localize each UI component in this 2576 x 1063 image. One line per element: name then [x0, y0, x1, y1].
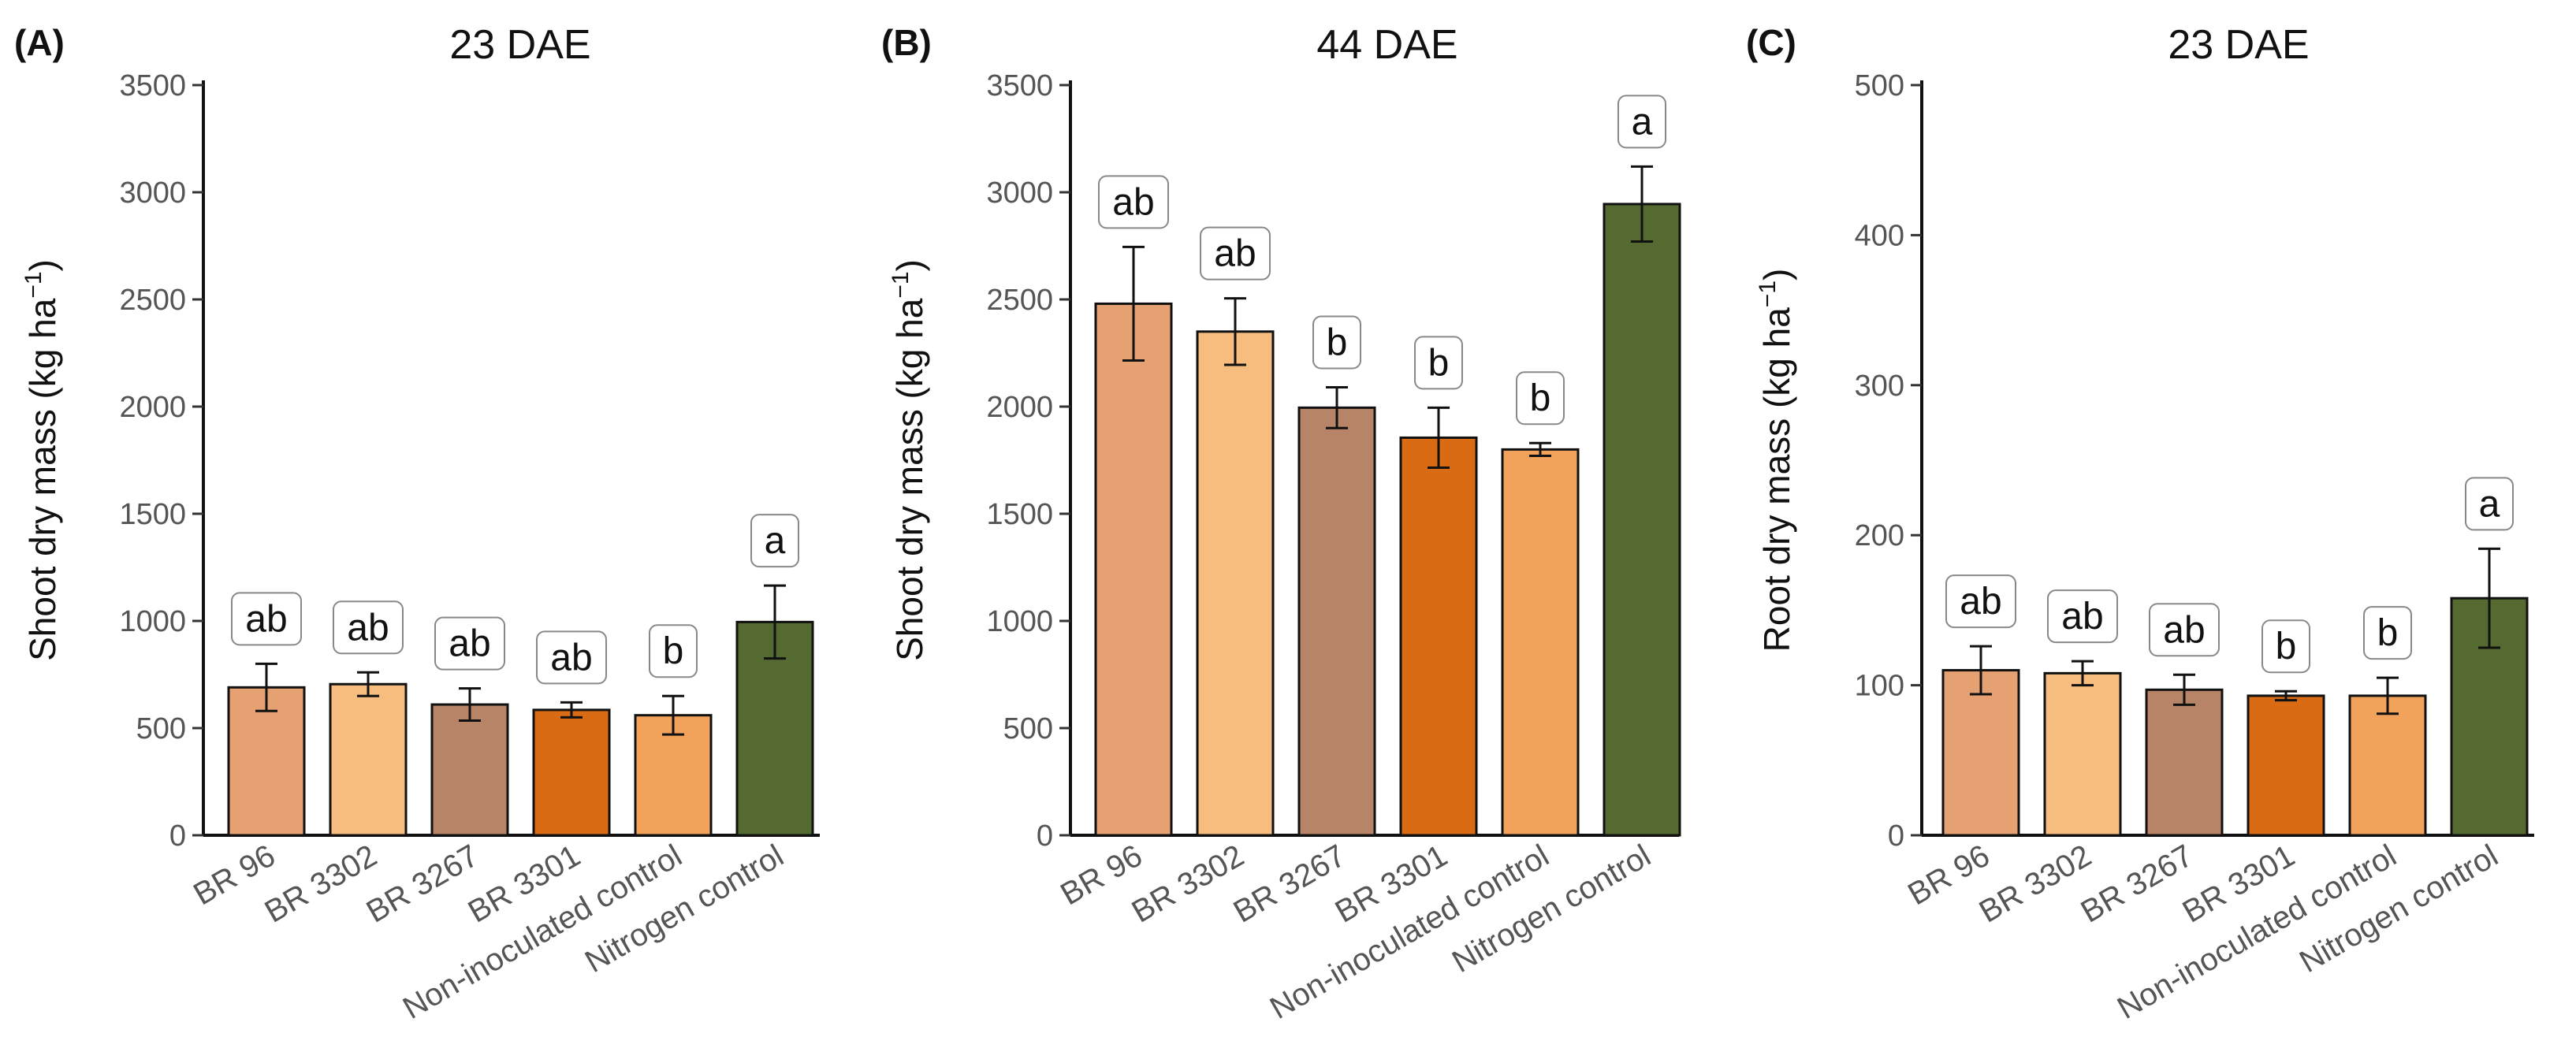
- significance-label: ab: [347, 607, 389, 649]
- y-axis-title-main: Shoot dry mass (kg ha: [22, 298, 63, 661]
- y-tick-label: 1500: [986, 498, 1053, 531]
- y-axis-title-main: Root dry mass (kg ha: [1756, 307, 1797, 652]
- bar: [2145, 688, 2224, 837]
- significance-label: b: [1428, 342, 1450, 384]
- y-tick-label: 1000: [986, 605, 1053, 638]
- y-tick-label: 2000: [119, 391, 186, 424]
- significance-label-box: [2047, 589, 2118, 644]
- y-tick-label: 400: [1855, 219, 1904, 252]
- x-tick-label: BR 3302: [1126, 838, 1250, 930]
- chart-panel-c: (C) 23 DAE 0 100 200 300 400 500 Root dry mass (…: [1746, 22, 2534, 1026]
- significance-label: b: [2377, 612, 2399, 654]
- significance-label: a: [765, 520, 786, 562]
- x-tick-label: BR 3302: [259, 838, 383, 930]
- significance-label: b: [1327, 322, 1348, 364]
- y-axis-title: Root dry mass (kg ha−1): [1755, 269, 1797, 652]
- y-axis-title: Shoot dry mass (kg ha−1): [20, 259, 63, 661]
- bar: [1297, 406, 1376, 837]
- chart-panel-a: (A) 23 DAE 0 500 1000 1500 2000 2500 3000 3500 Sho…: [14, 22, 820, 1026]
- x-tick-label: BR 3267: [1228, 838, 1352, 930]
- significance-label-box: [434, 616, 505, 671]
- significance-label-box: [231, 592, 302, 646]
- significance-label: b: [2276, 626, 2297, 667]
- significance-label: b: [1530, 377, 1551, 419]
- significance-label: ab: [2163, 609, 2205, 651]
- significance-label-box: [2465, 477, 2514, 531]
- significance-label-box: [1312, 315, 1361, 370]
- y-tick-label: 0: [1888, 820, 1904, 853]
- bar: [1501, 448, 1580, 837]
- significance-label: ab: [1960, 581, 2001, 623]
- chart-title: 23 DAE: [449, 22, 590, 68]
- significance-label: ab: [1112, 181, 1154, 223]
- y-tick-label: 2500: [119, 284, 186, 317]
- bar: [1196, 330, 1275, 837]
- chart-panel-b: (B) 44 DAE 0 500 1000 1500 2000 2500 3000 3500 Sho…: [881, 22, 1681, 1026]
- significance-label-box: [2363, 606, 2412, 660]
- significance-label-box: [536, 630, 607, 685]
- y-axis-title-close: ): [22, 259, 63, 271]
- chart-title: 44 DAE: [1316, 22, 1457, 68]
- significance-label: ab: [550, 637, 592, 678]
- significance-label: a: [2479, 483, 2500, 525]
- bar: [430, 703, 509, 837]
- bar: [2348, 694, 2427, 837]
- y-tick-label: 200: [1855, 519, 1904, 552]
- bar: [329, 682, 408, 837]
- significance-label: ab: [245, 598, 287, 640]
- x-tick-label: BR 3267: [361, 838, 485, 930]
- bar: [1603, 203, 1681, 837]
- y-tick-label: 3000: [986, 177, 1053, 210]
- significance-label: ab: [2061, 596, 2103, 637]
- y-tick-label: 2000: [986, 391, 1053, 424]
- y-tick-label: 500: [1003, 712, 1053, 745]
- y-axis-title-superscript: −1: [888, 271, 914, 298]
- y-tick-label: 500: [136, 712, 186, 745]
- bar: [2043, 671, 2122, 837]
- x-tick-label: BR 3302: [1974, 838, 2098, 930]
- y-tick-label: 2500: [986, 284, 1053, 317]
- significance-label-box: [1945, 574, 2016, 629]
- significance-label-box: [2149, 603, 2220, 657]
- significance-label: a: [1632, 101, 1653, 143]
- significance-label-box: [333, 600, 404, 655]
- y-tick-label: 3500: [986, 69, 1053, 102]
- panel-label: (B): [881, 22, 932, 63]
- y-tick-label: 1500: [119, 498, 186, 531]
- y-tick-label: 0: [169, 820, 186, 853]
- bar: [532, 708, 611, 837]
- significance-label: b: [663, 630, 684, 672]
- significance-label-box: [649, 624, 698, 678]
- panel-label: (C): [1746, 22, 1796, 63]
- bar: [1094, 302, 1173, 837]
- significance-label-box: [1617, 95, 1666, 149]
- y-axis-title-superscript: −1: [20, 271, 47, 298]
- y-tick-label: 1000: [119, 605, 186, 638]
- significance-label-box: [750, 514, 799, 568]
- y-tick-label: 100: [1855, 670, 1904, 703]
- y-axis-title-close: ): [1756, 269, 1797, 281]
- significance-label-box: [1516, 371, 1565, 426]
- significance-label-box: [2261, 619, 2310, 674]
- chart-title: 23 DAE: [2168, 22, 2309, 68]
- significance-label: ab: [1214, 233, 1256, 275]
- y-tick-label: 3500: [119, 69, 186, 102]
- significance-label: ab: [449, 623, 490, 665]
- significance-label-box: [1098, 175, 1169, 229]
- y-tick-label: 300: [1855, 370, 1904, 403]
- y-tick-label: 3000: [119, 177, 186, 210]
- y-axis-title: Shoot dry mass (kg ha−1): [888, 259, 930, 661]
- panel-label: (A): [14, 22, 65, 63]
- y-axis-title-close: ): [889, 259, 930, 271]
- bar: [2247, 694, 2325, 837]
- y-tick-label: 500: [1855, 69, 1904, 102]
- y-tick-label: 0: [1037, 820, 1053, 853]
- y-axis-title-main: Shoot dry mass (kg ha: [889, 298, 930, 661]
- bar: [1399, 436, 1478, 837]
- significance-label-box: [1200, 226, 1271, 281]
- y-axis-title-superscript: −1: [1755, 281, 1781, 307]
- x-tick-label: BR 3267: [2075, 838, 2199, 930]
- significance-label-box: [1414, 336, 1463, 390]
